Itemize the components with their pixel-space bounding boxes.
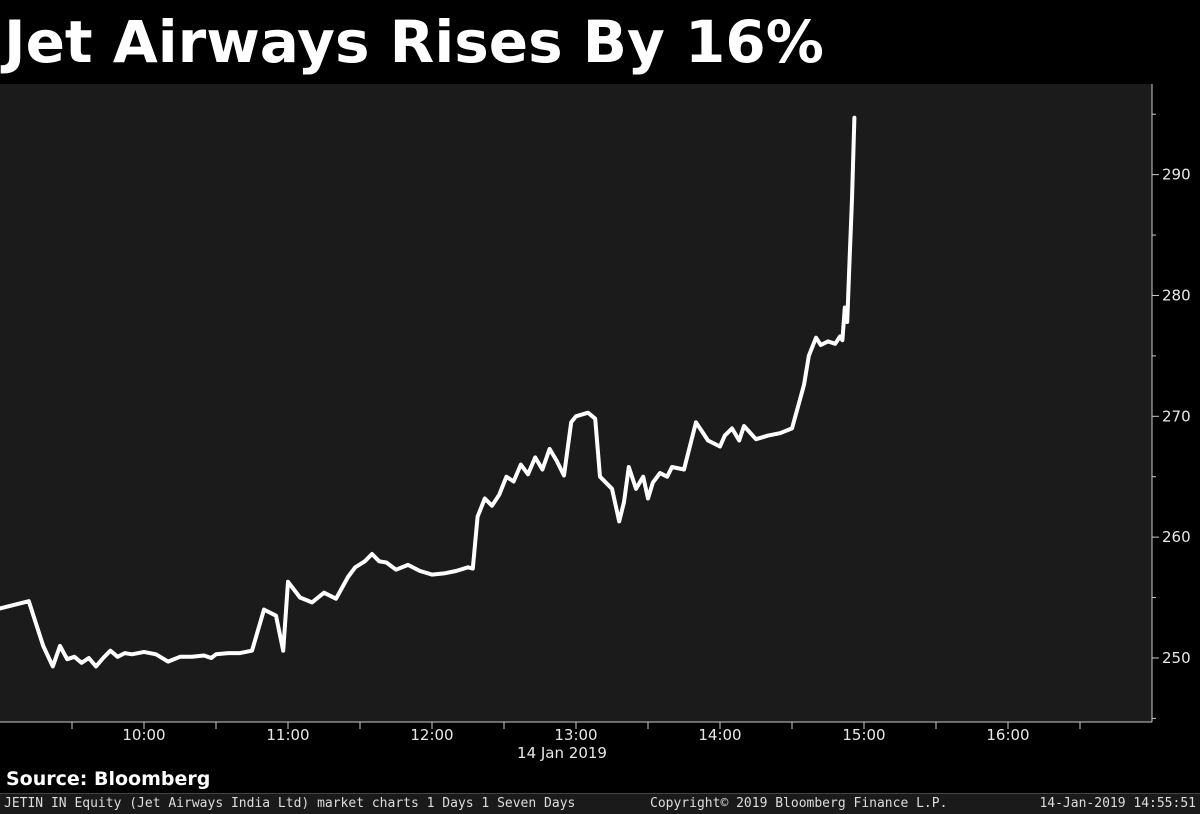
- page-title: Jet Airways Rises By 16%: [4, 8, 824, 76]
- source-label: Source: Bloomberg: [6, 768, 211, 790]
- x-tick-label: 13:00: [554, 726, 597, 744]
- footer-timestamp: 14-Jan-2019 14:55:51: [1039, 796, 1196, 811]
- price-series-line: [0, 115, 857, 669]
- footer-copyright: Copyright© 2019 Bloomberg Finance L.P.: [650, 796, 948, 811]
- plot-background: [0, 84, 1152, 722]
- price-chart: 10:00 11:00 12:00 13:00 14:00 15:00 16:00 2502…: [0, 84, 1191, 762]
- y-tick-label: 280: [1162, 286, 1191, 304]
- y-axis-ticks: 250 260 270 280 290: [1152, 113, 1191, 719]
- x-tick-label: 16:00: [986, 726, 1029, 744]
- y-tick-label: 260: [1162, 528, 1191, 546]
- chart-area: 10:00 11:00 12:00 13:00 14:00 15:00 16:00 250 2…: [0, 84, 1200, 766]
- footer-security-description: JETIN IN Equity (Jet Airways India Ltd) …: [4, 796, 576, 811]
- x-axis-ticks: 10:00 11:00 12:00 13:00 14:00 15:00 16:00: [71, 722, 1081, 744]
- y-tick-label: 270: [1162, 407, 1191, 425]
- x-axis-date-label: 14 Jan 2019: [517, 744, 607, 762]
- x-tick-label: 15:00: [842, 726, 885, 744]
- y-tick-label: 290: [1162, 166, 1191, 184]
- x-tick-label: 10:00: [122, 726, 165, 744]
- y-tick-label: 250: [1162, 649, 1191, 667]
- x-tick-label: 12:00: [410, 726, 453, 744]
- x-tick-label: 11:00: [266, 726, 309, 744]
- footer-bar: JETIN IN Equity (Jet Airways India Ltd) …: [0, 793, 1200, 814]
- x-tick-label: 14:00: [698, 726, 741, 744]
